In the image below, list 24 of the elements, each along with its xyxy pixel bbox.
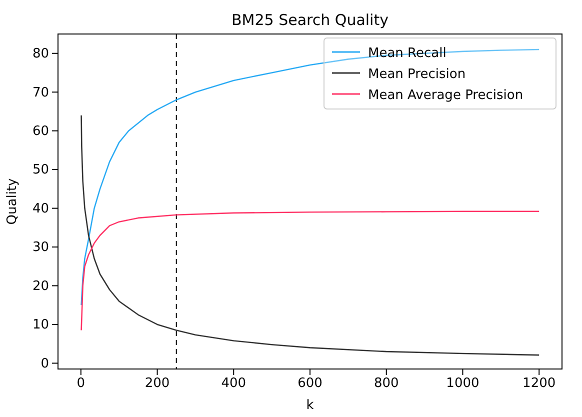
y-tick-label: 30 <box>32 240 49 256</box>
x-tick-label: 800 <box>374 376 399 392</box>
chart-title: BM25 Search Quality <box>232 11 389 29</box>
y-tick-label: 0 <box>40 356 49 372</box>
y-tick-label: 10 <box>32 318 49 333</box>
legend-label: Mean Average Precision <box>368 88 524 103</box>
y-tick-label: 40 <box>32 201 49 216</box>
x-tick-label: 0 <box>76 376 86 392</box>
y-axis-title: Quality <box>5 178 20 225</box>
line-series <box>80 48 540 306</box>
y-tick-label: 20 <box>32 278 49 294</box>
y-tick-label: 80 <box>32 46 49 62</box>
legend-label: Mean Precision <box>368 67 466 82</box>
line-series <box>80 210 540 331</box>
x-tick-label: 1200 <box>522 376 556 392</box>
y-tick-label: 50 <box>32 162 49 178</box>
y-tick-label: 60 <box>32 124 49 139</box>
x-tick-label: 1000 <box>446 376 480 392</box>
x-tick-label: 600 <box>298 376 322 392</box>
line-series <box>80 114 540 356</box>
y-tick-label: 70 <box>32 85 49 100</box>
x-tick-label: 200 <box>144 376 170 392</box>
x-tick-label: 400 <box>221 376 246 392</box>
x-axis-title: k <box>306 398 314 413</box>
